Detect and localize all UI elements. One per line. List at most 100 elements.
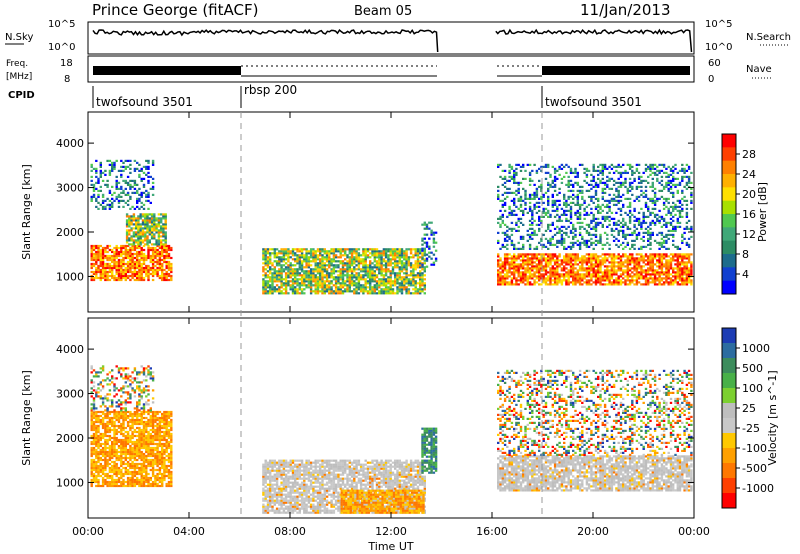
power-colorbar-tick-0: 28	[742, 148, 756, 161]
power-colorbar-tick-3: 16	[742, 208, 756, 221]
power-colorbar-tick-2: 20	[742, 188, 756, 201]
time-tick-label-6: 00:00	[678, 525, 710, 538]
power-panel: 1000 2000 3000 4000 Slant Range [km]	[20, 111, 695, 313]
velocity-colorbar-swatch-6	[722, 418, 736, 434]
power-colorbar-swatch-7	[722, 227, 736, 242]
velocity-colorbar-swatch-10	[722, 478, 736, 494]
power-echo-region-0	[90, 244, 173, 282]
power-colorbar-tick-5: 8	[742, 248, 749, 261]
velocity-ytick-label-0: 1000	[56, 476, 84, 489]
power-echo-region-1	[125, 213, 167, 246]
velocity-ytick-label-2: 3000	[56, 388, 84, 401]
cpid-label: CPID	[8, 90, 35, 101]
velocity-colorbar-swatch-8	[722, 448, 736, 464]
power-colorbar-swatch-8	[722, 240, 736, 255]
power-colorbar-tick-4: 12	[742, 228, 756, 241]
velocity-colorbar-tick-1: 500	[742, 362, 763, 375]
velocity-colorbar-swatch-5	[722, 403, 736, 419]
power-colorbar-label: Power [dB]	[756, 182, 769, 242]
velocity-echo-region-6	[497, 369, 693, 456]
time-axis-label: Time UT	[367, 540, 413, 553]
velocity-colorbar-tick-7: -1000	[742, 482, 774, 495]
velocity-echo-region-5	[497, 455, 693, 492]
nsky-panel: N.Sky 10^5 10^0 10^5 10^0 N.Search	[5, 19, 791, 55]
nsearch-label: N.Search	[746, 32, 791, 43]
freq-bar-segment-1	[93, 66, 241, 75]
power-data	[90, 159, 693, 295]
freq-label: Freq.	[6, 59, 28, 69]
power-colorbar-swatch-3	[722, 174, 736, 188]
cpid-segment-2: rbsp 200	[244, 83, 297, 97]
power-colorbar-swatch-10	[722, 267, 736, 282]
time-tick-label-4: 16:00	[476, 525, 508, 538]
velocity-echo-region-0	[90, 410, 173, 488]
power-ytick-label-0: 1000	[56, 270, 84, 283]
power-ylabel: Slant Range [km]	[20, 164, 33, 260]
time-tick-label-1: 04:00	[173, 525, 205, 538]
velocity-colorbar-tick-2: 100	[742, 382, 763, 395]
nsearch-tick-top: 10^5	[705, 19, 732, 30]
power-ytick-label-1: 2000	[56, 226, 84, 239]
time-tick-label-2: 08:00	[274, 525, 306, 538]
nsky-tick-top: 10^5	[48, 19, 75, 30]
velocity-colorbar-tick-3: 25	[742, 402, 756, 415]
freq-panel: Freq. [MHz] 18 8 60 0 Nave	[6, 55, 772, 85]
nave-label: Nave	[746, 64, 772, 75]
nsearch-tick-bottom: 10^0	[705, 42, 732, 53]
velocity-echo-region-3	[340, 489, 425, 514]
freq-bar-segment-2	[542, 66, 690, 75]
velocity-colorbar-tick-0: 1000	[742, 342, 770, 355]
time-tick-label-5: 20:00	[577, 525, 609, 538]
velocity-colorbar-swatch-7	[722, 433, 736, 449]
velocity-yticks: 1000 2000 3000 4000	[56, 343, 694, 489]
velocity-ylabel: Slant Range [km]	[20, 370, 33, 466]
nsky-label: N.Sky	[5, 32, 33, 43]
velocity-echo-region-1	[90, 365, 155, 412]
cpid-row: CPID twofsound 3501 rbsp 200 twofsound 3…	[8, 83, 642, 109]
freq-tick-top: 18	[60, 58, 73, 69]
power-colorbar-swatch-2	[722, 160, 736, 175]
power-echo-region-3	[262, 248, 426, 295]
power-echo-region-5	[497, 253, 693, 286]
power-ytick-label-3: 4000	[56, 137, 84, 150]
velocity-panel: 1000 2000 3000 4000 Slant Range [km]	[20, 317, 695, 519]
power-colorbar-tick-6: 4	[742, 268, 749, 281]
cpid-segment-3: twofsound 3501	[545, 95, 642, 109]
power-colorbar: 28 24 20 16 12 8 4	[721, 133, 756, 295]
velocity-colorbar-tick-4: -25	[742, 422, 760, 435]
velocity-ytick-label-1: 2000	[56, 432, 84, 445]
nave-tick-bottom: 0	[708, 74, 714, 85]
nsky-trace	[92, 28, 693, 53]
power-echo-region-4	[421, 221, 438, 268]
freq-tick-bottom: 8	[64, 74, 70, 85]
velocity-colorbar-tick-6: -500	[742, 462, 767, 475]
cpid-segment-1: twofsound 3501	[96, 95, 193, 109]
nsky-tick-bottom: 10^0	[48, 42, 75, 53]
velocity-colorbar-swatch-1	[722, 343, 736, 359]
velocity-colorbar-swatch-9	[722, 463, 736, 479]
power-colorbar-swatch-9	[722, 254, 736, 268]
power-yticks: 1000 2000 3000 4000	[56, 137, 694, 283]
freq-unit-label: [MHz]	[6, 72, 32, 82]
velocity-colorbar-swatch-11	[722, 493, 736, 509]
velocity-colorbar-swatch-3	[722, 373, 736, 389]
power-echo-region-2	[90, 159, 155, 210]
power-colorbar-tick-1: 24	[742, 168, 756, 181]
velocity-ytick-label-3: 4000	[56, 343, 84, 356]
velocity-colorbar-label: Velocity [m s^-1]	[766, 370, 779, 465]
power-colorbar-swatch-11	[722, 280, 736, 295]
velocity-colorbar: 1000 500 100 25 -25 -100 -500 -1000	[721, 327, 774, 509]
power-colorbar-swatch-5	[722, 200, 736, 215]
velocity-data	[90, 365, 693, 514]
nave-tick-top: 60	[708, 58, 721, 69]
time-tick-label-0: 00:00	[72, 525, 104, 538]
power-echo-region-6	[497, 163, 693, 250]
date-label: 11/Jan/2013	[580, 1, 671, 19]
time-axis: 00:00 04:00 08:00 12:00 16:00 20:00 00:00	[72, 112, 710, 538]
power-colorbar-swatch-6	[722, 214, 736, 228]
time-tick-label-3: 12:00	[375, 525, 407, 538]
velocity-colorbar-swatch-4	[722, 388, 736, 404]
power-colorbar-swatch-4	[722, 187, 736, 202]
beam-label: Beam 05	[354, 4, 412, 19]
velocity-colorbar-tick-5: -100	[742, 442, 767, 455]
